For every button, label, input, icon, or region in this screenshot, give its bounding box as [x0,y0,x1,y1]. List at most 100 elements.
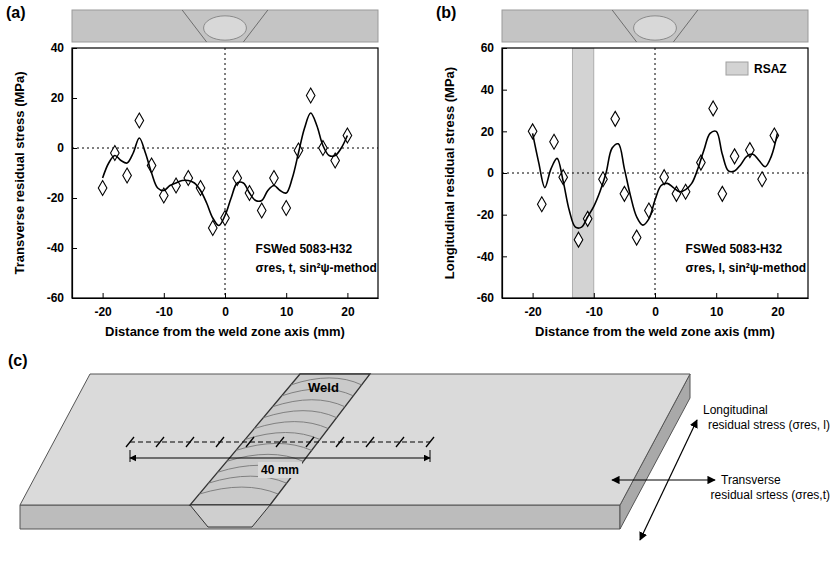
measurement-point [186,437,194,447]
tick: 20 [51,91,77,105]
measurement-point [336,437,344,447]
x-axis: -20 -10 0 10 20 [503,293,809,319]
tick-label: 0 [222,305,229,319]
tick-label: 40 [51,41,65,55]
tick-label: -10 [156,305,174,319]
tick-mark [72,148,77,149]
measurement-point [156,437,164,447]
tick-mark [225,293,226,298]
tick: 20 [771,293,785,319]
tick: 0 [652,293,659,319]
tick-label: 20 [771,305,785,319]
weld-ripple [273,400,346,407]
x-axis: -20-1001020 [73,293,379,319]
axis-line [72,49,73,299]
x-axis-title: Distance from the weld zone axis (mm) [105,324,345,339]
fit-line [103,113,348,226]
tick: 20 [341,293,355,319]
tick-label: 20 [481,125,495,139]
weld-ripple [263,411,336,418]
data-point [172,178,181,193]
tick-label: 20 [341,305,355,319]
data-point [196,181,205,196]
tick-mark [502,48,507,49]
tick: 0 [222,293,229,319]
measurement-point [246,437,254,447]
annotation: σres, l, sin²ψ-method [686,261,807,275]
data-point [730,149,739,164]
legend-swatch [726,62,748,75]
plot-area [502,48,808,298]
weld-nugget [204,16,247,40]
plot-area [72,48,378,298]
measurement-point [216,437,224,447]
tick: -20 [94,293,112,319]
tick: 40 [481,83,507,97]
weld-nugget [634,16,677,40]
measurement-point [396,437,404,447]
tick-mark [103,293,104,298]
direction-label: Transverse [721,473,781,487]
weld-band [190,374,370,505]
tick: 40 [51,41,77,55]
plate-section [72,10,378,42]
data-point [550,134,559,149]
dimension-extension [130,450,131,462]
tick-label: -10 [586,305,604,319]
fit-line [533,131,778,228]
data-point [709,101,718,116]
y-axis-title: Longitudinal residual stress (MPa) [442,67,457,279]
plot-frame [72,48,378,298]
data-point [574,232,583,247]
plate-front [20,505,620,529]
chart-panel: (b)-20-1001020-60-40-200204060Distance f… [436,4,809,339]
tick: -60 [47,291,77,305]
data-point [632,230,641,245]
data-point [537,197,546,212]
data-point [270,171,279,186]
tick-label: -40 [47,241,65,255]
tick: -10 [156,293,174,319]
panel-letter: (b) [436,4,456,21]
tick-mark [72,98,77,99]
data-point [184,171,193,186]
plot-frame [502,48,808,298]
reference-line [655,48,656,298]
tick-label: -20 [524,305,542,319]
tick: -20 [524,293,542,319]
tick-mark [72,248,77,249]
x-axis-title: Distance from the weld zone axis (mm) [535,324,775,339]
tick-mark [72,198,77,199]
annotation: σres, t, sin²ψ-method [256,261,377,275]
transverse-arrow [612,479,715,480]
weld-label: Weld [308,380,339,395]
tick-mark [164,293,165,298]
tick-label: -40 [477,250,495,264]
data-point [98,181,107,196]
panel-letter: (a) [6,4,26,21]
axis-line [73,298,379,299]
weld-ripple [199,487,278,494]
tick-mark [533,293,534,298]
data-point [282,201,291,216]
tick-mark [502,131,507,132]
tick-mark [502,90,507,91]
tick-mark [72,48,77,49]
dimension-label: 40 mm [261,463,299,477]
tick-mark [777,293,778,298]
direction-label: residual srtess (σres,t) [711,488,830,502]
tick-label: 0 [57,141,64,155]
axis-line [503,298,809,299]
reference-line [72,148,378,149]
dimension-line [130,458,430,459]
tick-label: -60 [477,291,495,305]
tick-mark [502,256,507,257]
data-point [758,172,767,187]
data-point [306,88,315,103]
schematic: (c)Weld40 mmLongitudinalresidual stress … [8,352,830,540]
weld-groove [190,505,270,527]
tick: -40 [477,250,507,264]
tick-label: 0 [487,166,494,180]
tick-label: 10 [710,305,724,319]
reference-line [225,48,226,298]
